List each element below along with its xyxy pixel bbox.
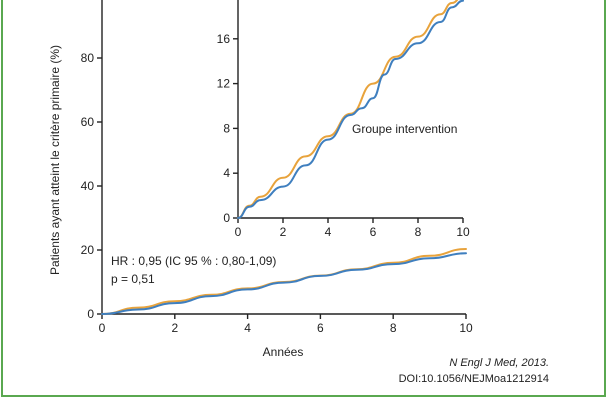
main-x-tick-label: 8	[390, 321, 397, 335]
main-y-tick-label: 0	[87, 307, 94, 321]
y-axis-title: Patients ayant atteint le critère primai…	[48, 45, 62, 275]
citation-doi: DOI:10.1056/NEJMoa1212914	[399, 373, 549, 385]
x-axis-title: Années	[263, 345, 304, 359]
main-y-tick-label: 100	[74, 0, 94, 1]
main-tick-labels: 0246810020406080100	[74, 0, 473, 335]
inset-series-0-line	[237, 0, 459, 219]
inset-series-label: Groupe intervention	[352, 122, 457, 136]
main-x-tick-label: 10	[459, 321, 473, 335]
inset-x-tick-label: 8	[415, 225, 422, 239]
inset-x-tick-label: 0	[235, 225, 242, 239]
inset-y-tick-label: 12	[217, 77, 231, 91]
inset-series-lines	[237, 0, 464, 219]
hr-annotation: HR : 0,95 (IC 95 % : 0,80-1,09)	[111, 254, 276, 268]
main-x-tick-label: 4	[244, 321, 251, 335]
inset-x-tick-label: 10	[456, 225, 470, 239]
inset-x-tick-label: 2	[280, 225, 287, 239]
main-axes	[97, 0, 467, 319]
main-x-tick-label: 6	[317, 321, 324, 335]
inset-chart: 0 2 4 6 8 10 0 4 8 12 16	[217, 0, 470, 239]
main-y-tick-label: 80	[81, 51, 95, 65]
inset-y-tick-label: 4	[223, 166, 230, 180]
inset-tick-labels: 0 2 4 6 8 10 0 4 8 12 16	[217, 32, 470, 239]
inset-x-tick-label: 4	[325, 225, 332, 239]
main-chart: 0246810020406080100	[74, 0, 473, 335]
p-value-annotation: p = 0,51	[111, 272, 155, 286]
inset-y-tick-label: 0	[223, 211, 230, 225]
main-x-tick-label: 0	[99, 321, 106, 335]
inset-series-1-line	[237, 0, 464, 219]
inset-y-tick-label: 16	[217, 32, 231, 46]
main-x-tick-label: 2	[171, 321, 178, 335]
figure-frame	[1, 0, 606, 397]
main-y-tick-label: 20	[81, 243, 95, 257]
inset-y-tick-label: 8	[223, 121, 230, 135]
main-series-1-line	[101, 252, 467, 315]
inset-x-tick-label: 6	[370, 225, 377, 239]
main-y-tick-label: 40	[81, 179, 95, 193]
main-y-tick-label: 60	[81, 115, 95, 129]
citation-journal: N Engl J Med, 2013.	[449, 357, 549, 369]
main-series-lines	[101, 248, 467, 315]
